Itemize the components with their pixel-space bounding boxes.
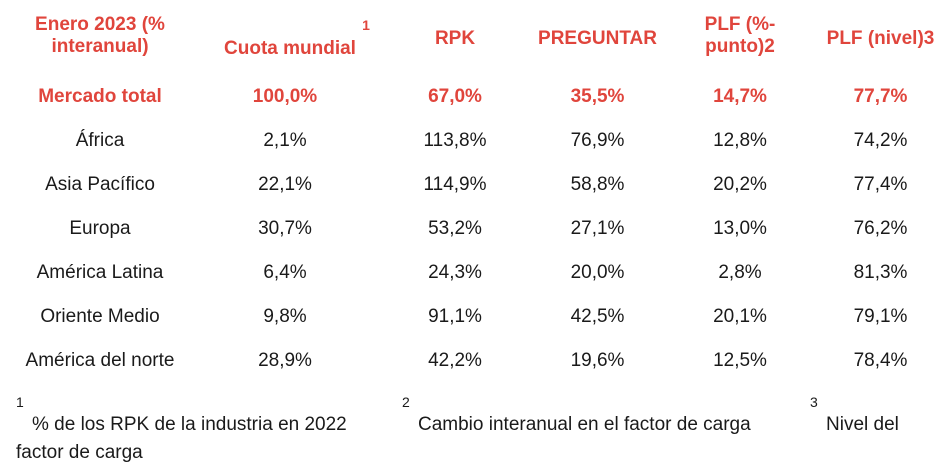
ask-cell: 19,6% xyxy=(570,350,625,371)
plf-level-cell: 76,2% xyxy=(853,218,908,239)
rpk-cell: 53,2% xyxy=(428,218,482,239)
header-plf-level: PLF (nivel)3 xyxy=(826,28,935,49)
header-plf-point-line2: punto)2 xyxy=(705,36,775,57)
region-cell: América del norte xyxy=(25,350,175,371)
header-plf-point: PLF (%- punto)2 xyxy=(670,14,810,58)
plf-point-cell: 20,1% xyxy=(713,306,767,327)
region-cell: Asia Pacífico xyxy=(45,174,155,195)
rpk-cell: 42,2% xyxy=(428,350,482,371)
share-cell: 6,4% xyxy=(263,262,307,283)
rpk-cell: 91,1% xyxy=(428,306,482,327)
header-world-share: Cuota mundial xyxy=(200,38,380,60)
header-rpk: RPK xyxy=(434,28,476,49)
share-cell: 22,1% xyxy=(258,174,312,195)
ask-cell: 58,8% xyxy=(570,174,625,195)
total-plf-level: 77,7% xyxy=(853,86,908,107)
rpk-cell: 24,3% xyxy=(428,262,482,283)
header-ask: PREGUNTAR xyxy=(538,28,657,49)
ask-cell: 20,0% xyxy=(570,262,625,283)
region-cell: Europa xyxy=(69,218,131,239)
rpk-cell: 114,9% xyxy=(423,174,487,195)
footnote-number-3: 3 xyxy=(810,394,818,410)
ask-cell: 42,5% xyxy=(570,306,625,327)
header-plf-point-line1: PLF (%- xyxy=(704,14,776,35)
footnote-text-3-continued: factor de carga xyxy=(16,442,143,463)
footnote-text-2: Cambio interanual en el factor de carga xyxy=(418,414,751,435)
plf-level-cell: 74,2% xyxy=(853,130,908,151)
share-cell: 2,1% xyxy=(263,130,307,151)
share-cell: 30,7% xyxy=(258,218,312,239)
rpk-cell: 113,8% xyxy=(423,130,487,151)
plf-level-cell: 79,1% xyxy=(853,306,908,327)
total-rpk: 67,0% xyxy=(428,86,482,107)
total-share: 100,0% xyxy=(252,86,318,107)
region-cell: América Latina xyxy=(36,262,164,283)
plf-point-cell: 13,0% xyxy=(713,218,767,239)
region-cell: Oriente Medio xyxy=(40,306,160,327)
plf-point-cell: 12,8% xyxy=(713,130,767,151)
footnote-number-1: 1 xyxy=(16,394,24,410)
plf-point-cell: 20,2% xyxy=(713,174,767,195)
footnote-text-3: Nivel del xyxy=(826,414,899,435)
plf-point-cell: 12,5% xyxy=(713,350,767,371)
total-region: Mercado total xyxy=(38,86,162,107)
header-world-share-sup: 1 xyxy=(362,17,370,33)
plf-level-cell: 77,4% xyxy=(853,174,908,195)
header-period-line1: Enero 2023 (% xyxy=(35,14,165,35)
footnote-number-2: 2 xyxy=(402,394,410,410)
header-world-share-label: Cuota mundial xyxy=(224,38,356,59)
plf-level-cell: 81,3% xyxy=(853,262,908,283)
ask-cell: 27,1% xyxy=(570,218,625,239)
share-cell: 9,8% xyxy=(263,306,307,327)
plf-point-cell: 2,8% xyxy=(718,262,762,283)
plf-level-cell: 78,4% xyxy=(853,350,908,371)
header-period: Enero 2023 (% interanual) xyxy=(0,14,200,58)
footnote-text-1: % de los RPK de la industria en 2022 xyxy=(32,414,347,435)
share-cell: 28,9% xyxy=(258,350,312,371)
total-plf-point: 14,7% xyxy=(713,86,767,107)
ask-cell: 76,9% xyxy=(570,130,625,151)
header-period-line2: interanual) xyxy=(51,36,149,57)
region-cell: África xyxy=(75,130,125,151)
total-ask: 35,5% xyxy=(570,86,625,107)
